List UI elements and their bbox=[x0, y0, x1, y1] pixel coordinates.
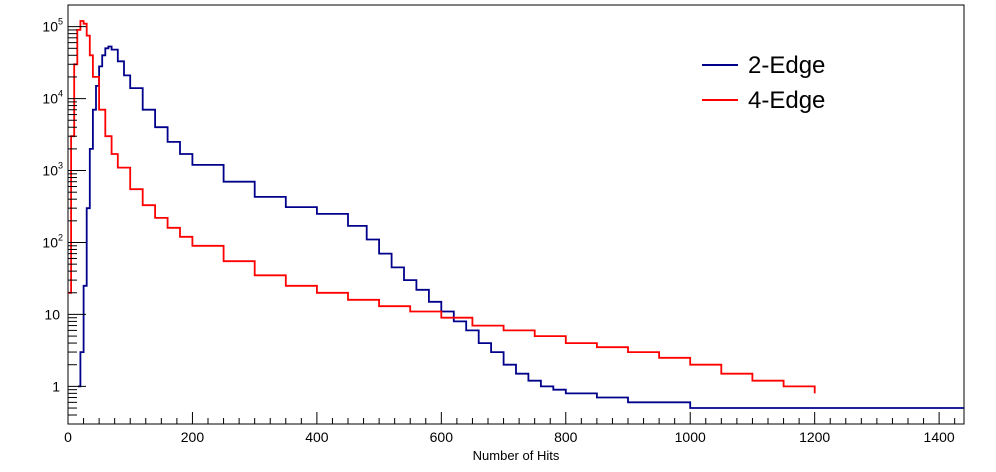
y-tick-label: 103 bbox=[42, 161, 63, 179]
x-tick-label: 200 bbox=[181, 429, 205, 445]
plot-area-border bbox=[67, 4, 965, 425]
series-lines bbox=[68, 20, 964, 409]
x-tick-label: 1400 bbox=[924, 429, 955, 445]
y-tick-label: 102 bbox=[42, 232, 63, 250]
series-line-2-edge bbox=[78, 45, 964, 409]
legend: 2-Edge 4-Edge bbox=[702, 52, 825, 114]
x-tick-label: 400 bbox=[305, 429, 329, 445]
x-tick-label: 800 bbox=[554, 429, 578, 445]
legend-label-4-edge: 4-Edge bbox=[748, 87, 825, 114]
x-tick-label: 1000 bbox=[675, 429, 706, 445]
y-tick-label: 1 bbox=[52, 378, 60, 394]
x-axis-ticks: 0 200 400 600 800 1000 1200 1400 bbox=[64, 412, 956, 445]
y-tick-label: 104 bbox=[42, 89, 63, 107]
legend-label-2-edge: 2-Edge bbox=[748, 52, 825, 79]
y-tick-label: 105 bbox=[42, 17, 63, 35]
y-tick-label: 10 bbox=[44, 306, 60, 322]
x-tick-label: 1200 bbox=[799, 429, 830, 445]
series-line-4-edge bbox=[68, 20, 816, 394]
x-tick-label: 0 bbox=[64, 429, 72, 445]
x-axis-title: Number of Hits bbox=[473, 448, 560, 463]
plot-frame bbox=[67, 4, 965, 425]
x-tick-label: 600 bbox=[430, 429, 454, 445]
y-axis-ticks: 1 10 102 103 104 105 bbox=[42, 4, 86, 425]
